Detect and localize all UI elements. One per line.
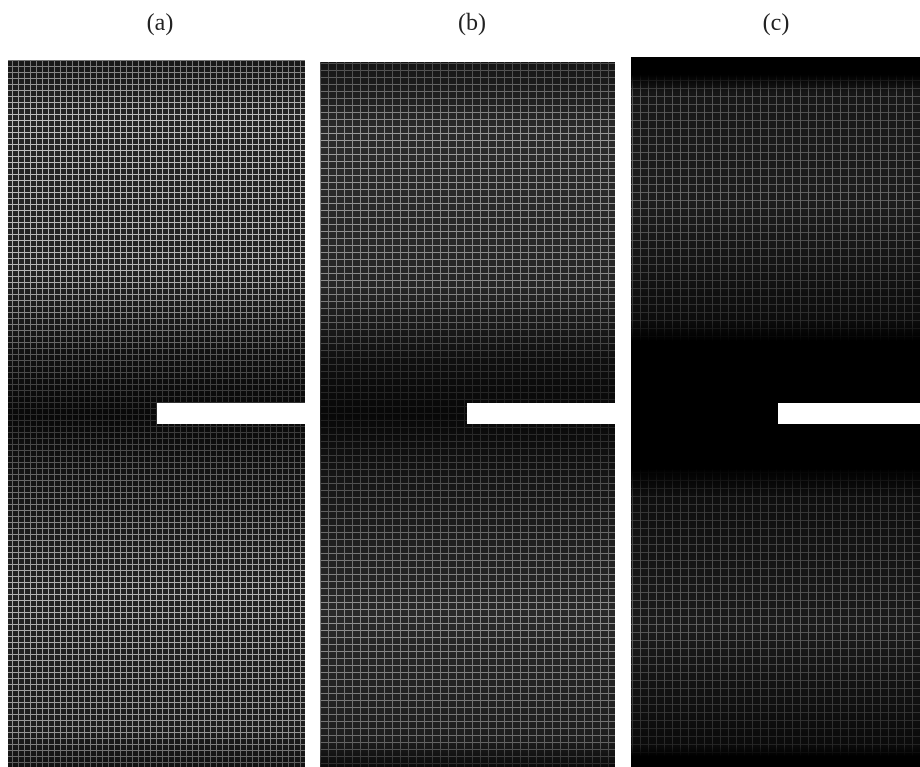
mesh-panel-c: [631, 57, 920, 767]
crack: [157, 403, 305, 424]
mesh-panel-b: [320, 62, 615, 767]
crack: [467, 403, 615, 424]
panel-label: (b): [458, 10, 486, 36]
crack: [778, 403, 920, 424]
mesh-panel-a: [8, 60, 305, 767]
panel-label: (c): [763, 10, 790, 36]
panel-label: (a): [147, 10, 174, 36]
